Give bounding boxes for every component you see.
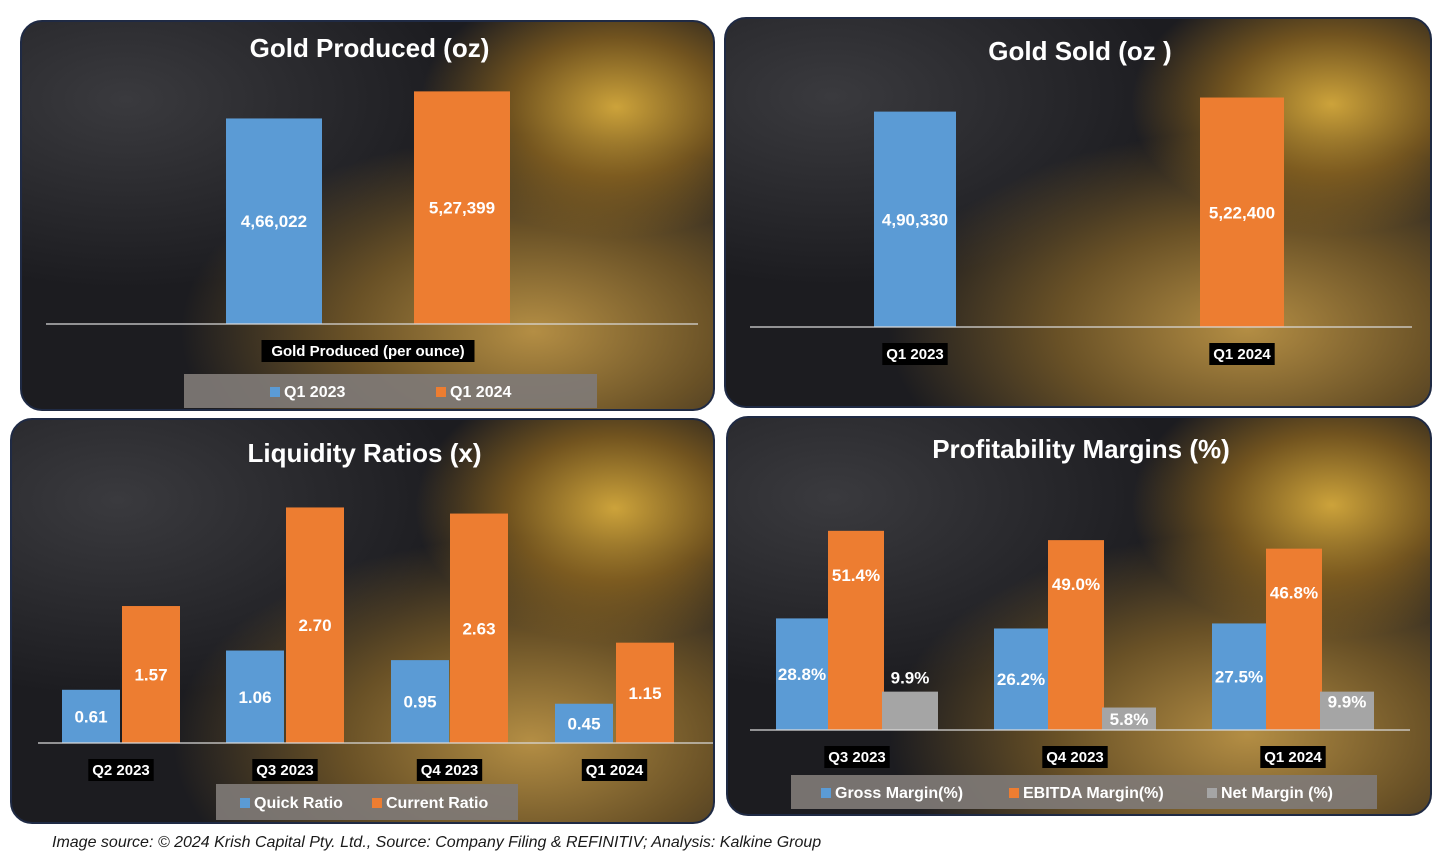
bar	[994, 628, 1048, 730]
bar	[1320, 691, 1374, 730]
bar	[555, 703, 613, 743]
data-label: 9.9%	[891, 669, 930, 688]
category-label: Q1 2023	[886, 346, 944, 363]
bar	[1048, 540, 1104, 730]
data-label: 26.2%	[997, 670, 1045, 689]
legend-box	[216, 784, 518, 820]
legend-swatch	[372, 798, 382, 808]
data-label: 51.4%	[832, 566, 880, 585]
image-source-footer: Image source: © 2024 Krish Capital Pty. …	[52, 834, 822, 851]
legend-label: Q1 2023	[284, 384, 345, 401]
legend-label: Net Margin (%)	[1221, 785, 1333, 802]
data-label: 5,22,400	[1209, 203, 1275, 222]
category-label: Q3 2023	[828, 749, 886, 766]
legend-box	[184, 374, 597, 408]
gold-sold-panel: Gold Sold (oz ) 4,90,330 5,22,400 Q1 2023 Q1…	[724, 17, 1432, 408]
category-label: Gold Produced (per ounce)	[271, 343, 464, 360]
legend-label: Q1 2024	[450, 384, 511, 401]
data-label: 5,27,399	[429, 199, 495, 218]
profitability-margins-panel: Profitability Margins (%) 28.8% 51.4% 9.9% 2…	[726, 416, 1432, 816]
bar	[1200, 97, 1284, 327]
legend-label: Quick Ratio	[254, 795, 343, 812]
data-label: 5.8%	[1110, 710, 1149, 729]
category-label: Q1 2024	[586, 762, 644, 779]
data-label: 1.15	[628, 684, 661, 703]
data-label: 28.8%	[778, 665, 826, 684]
category-label: Q2 2023	[92, 762, 150, 779]
bar	[1212, 623, 1266, 730]
category-label-bg	[252, 759, 318, 781]
chart-title: Gold Produced (oz)	[250, 33, 490, 63]
bar	[226, 650, 284, 743]
data-label: 1.06	[238, 688, 271, 707]
data-label: 0.61	[74, 707, 107, 726]
category-label-bg	[882, 343, 948, 365]
legend-swatch	[240, 798, 250, 808]
bar	[122, 606, 180, 743]
data-label: 4,66,022	[241, 212, 307, 231]
data-label: 2.70	[298, 616, 331, 635]
data-label: 9.9%	[1328, 693, 1367, 712]
data-label: 0.45	[567, 714, 600, 733]
data-label: 1.57	[134, 666, 167, 685]
bar	[391, 660, 449, 743]
data-label: 4,90,330	[882, 210, 948, 229]
bar	[776, 618, 828, 730]
legend-label: EBITDA Margin(%)	[1023, 785, 1164, 802]
category-label-bg	[1042, 746, 1108, 768]
bar	[286, 507, 344, 743]
bar	[828, 530, 884, 730]
chart-3-svg: Liquidity Ratios (x) 0.61 1.57 1.06 2.70 0.95…	[38, 438, 713, 820]
category-label: Q1 2024	[1264, 749, 1322, 766]
bar	[62, 689, 120, 743]
chart-2-svg: Gold Sold (oz ) 4,90,330 5,22,400 Q1 2023 Q1…	[750, 36, 1412, 365]
category-label-bg	[88, 759, 154, 781]
legend-swatch	[821, 788, 831, 798]
data-label: 49.0%	[1052, 575, 1100, 594]
category-label-bg	[1260, 746, 1326, 768]
liquidity-ratios-panel: Liquidity Ratios (x) 0.61 1.57 1.06 2.70 0.95…	[10, 418, 715, 824]
bar	[882, 691, 938, 730]
legend-swatch	[436, 387, 446, 397]
category-label: Q3 2023	[256, 762, 314, 779]
category-label-bg	[1209, 343, 1275, 365]
chart-1-svg: Gold Produced (oz) 4,66,022 5,27,399 Gold P…	[46, 33, 698, 408]
legend-swatch	[1207, 788, 1217, 798]
category-label: Q4 2023	[1046, 749, 1104, 766]
bar	[414, 91, 510, 325]
gold-produced-panel: Gold Produced (oz) 4,66,022 5,27,399 Gold P…	[20, 20, 715, 411]
data-label: 0.95	[403, 693, 436, 712]
category-label: Q1 2024	[1213, 346, 1271, 363]
data-label: 2.63	[462, 619, 495, 638]
data-label: 27.5%	[1215, 668, 1263, 687]
chart-title: Profitability Margins (%)	[932, 434, 1230, 464]
category-label: Q4 2023	[421, 762, 479, 779]
bar	[1102, 707, 1156, 730]
data-label: 46.8%	[1270, 584, 1318, 603]
category-label-bg	[581, 759, 648, 781]
bar	[1266, 548, 1322, 730]
bar	[616, 642, 674, 743]
legend-swatch	[1009, 788, 1019, 798]
chart-title: Gold Sold (oz )	[988, 36, 1171, 66]
bar	[874, 111, 956, 327]
bar	[450, 513, 508, 743]
legend-box	[791, 775, 1377, 809]
category-label-bg	[261, 340, 475, 362]
legend-label: Current Ratio	[386, 795, 488, 812]
legend-label: Gross Margin(%)	[835, 785, 963, 802]
bar	[226, 118, 322, 324]
legend-swatch	[270, 387, 280, 397]
chart-4-svg: Profitability Margins (%) 28.8% 51.4% 9.9% 2…	[750, 434, 1410, 809]
chart-title: Liquidity Ratios (x)	[248, 438, 482, 468]
category-label-bg	[824, 746, 890, 768]
category-label-bg	[416, 759, 483, 781]
